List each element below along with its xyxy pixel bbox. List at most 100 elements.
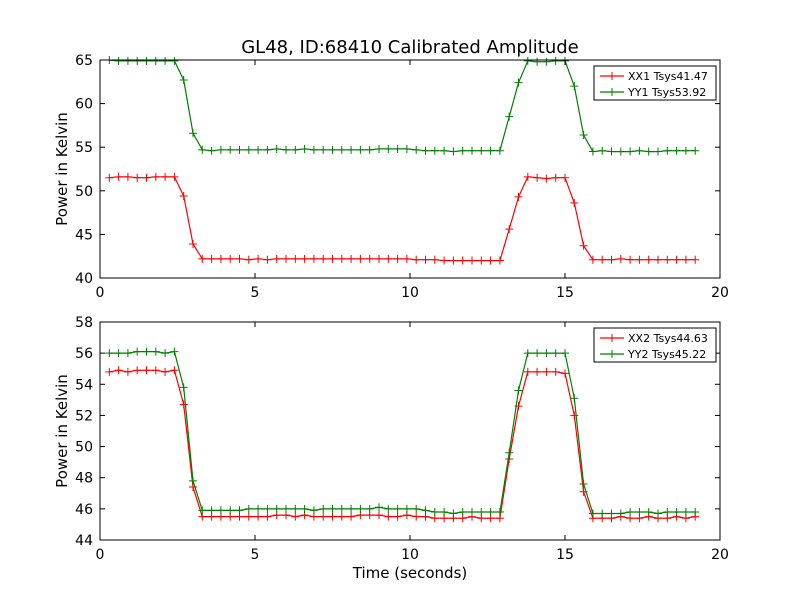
top-series-0-point (449, 256, 458, 265)
top-series-1-point (626, 147, 635, 156)
top-series-1-point (254, 145, 263, 154)
bottom-series-0-point (179, 400, 188, 409)
top-series-1-point (384, 144, 393, 153)
top-series-0-point (477, 256, 486, 265)
top-series-1-point (328, 145, 337, 154)
bottom-y-tick-label: 58 (75, 315, 93, 331)
bottom-series-0-point (105, 367, 114, 376)
top-series-1-point (402, 144, 411, 153)
top-series-1-point (421, 146, 430, 155)
top-series-0-point (458, 256, 467, 265)
top-series-0-point (393, 254, 402, 263)
top-y-axis-label: Power in Kelvin (53, 112, 71, 226)
top-series-0-point (179, 192, 188, 201)
bottom-series-0-point (170, 366, 179, 375)
top-series-0-point (375, 254, 383, 263)
bottom-x-tick-label: 10 (401, 547, 419, 563)
top-series-0-point (244, 255, 253, 264)
bottom-series-1-point (505, 448, 514, 457)
top-series-1-point (142, 56, 151, 65)
top-series-1-point (477, 146, 486, 155)
bottom-series-1-point (533, 349, 542, 358)
top-series-1-point (449, 147, 458, 156)
top-series-1-point (198, 145, 207, 154)
figure-title: GL48, ID:68410 Calibrated Amplitude (241, 37, 579, 58)
bottom-series-1-point (570, 394, 579, 403)
top-series-0-point (365, 254, 374, 263)
top-series-1-point (440, 146, 449, 155)
bottom-series-0-point (337, 512, 346, 521)
bottom-series-1-point (282, 504, 290, 513)
bottom-series-1-point (179, 383, 188, 392)
bottom-series-1-point (626, 507, 635, 516)
top-series-1-point (458, 146, 467, 155)
bottom-series-1-point (133, 347, 142, 356)
top-series-1-point (588, 147, 597, 156)
top-legend-label: YY1 Tsys53.92 (627, 86, 706, 99)
bottom-series-0-point (570, 411, 579, 420)
bottom-series-1-point (216, 506, 225, 515)
bottom-series-1-point (551, 349, 560, 358)
bottom-series-0-point (151, 366, 160, 375)
top-series-1-point (123, 56, 132, 65)
bottom-series-1-point (458, 507, 467, 516)
top-series-0-point (412, 255, 421, 264)
bottom-series-0-point (375, 511, 383, 520)
bottom-series-0-point (161, 367, 170, 376)
bottom-series-0-point (142, 366, 151, 375)
top-series-0-point (644, 255, 653, 264)
bottom-series-1-point (263, 504, 272, 513)
top-series-1-point (691, 146, 700, 155)
top-series-0-point (319, 254, 328, 263)
bottom-y-tick-label: 46 (75, 502, 93, 518)
top-series-0-point (198, 254, 207, 263)
top-series-1-point (216, 145, 225, 154)
top-y-tick-label: 45 (75, 227, 93, 243)
bottom-series-0-point (551, 367, 560, 376)
top-series-1-point (579, 130, 588, 139)
bottom-series-1-point (514, 386, 523, 395)
top-series-0-point (384, 254, 393, 263)
top-series-0-point (533, 173, 542, 182)
bottom-series-1-point (588, 509, 597, 518)
bottom-series-1-line (109, 350, 696, 515)
bottom-series-1-point (319, 504, 328, 513)
top-y-tick-label: 60 (75, 97, 93, 113)
top-series-0-line (109, 176, 696, 262)
top-series-0-point (691, 255, 700, 264)
top-series-1-point (179, 76, 188, 85)
bottom-series-1-point (691, 507, 700, 516)
bottom-series-1-point (151, 347, 160, 356)
bottom-series-1-point (412, 504, 421, 513)
top-series-1-point (347, 145, 356, 154)
top-series-0-point (207, 254, 216, 263)
bottom-x-tick-label: 20 (711, 547, 729, 563)
bottom-series-1-point (486, 507, 495, 516)
top-series-1-point (598, 146, 607, 155)
bottom-series-1-point (123, 349, 132, 358)
top-legend-marker (608, 72, 616, 80)
top-series-0-point (495, 256, 504, 265)
bottom-series-0-point (347, 512, 356, 521)
bottom-series-1-point (170, 347, 179, 356)
bottom-series-1-point (300, 504, 309, 513)
top-series-0-point (263, 255, 272, 264)
top-series-1-point (514, 78, 523, 87)
bottom-series-0-point (244, 512, 253, 521)
top-series-0-point (105, 173, 114, 182)
top-series-0-point (486, 256, 495, 265)
top-series-0-point (123, 172, 132, 181)
top-series-0-point (616, 254, 625, 263)
bottom-series-1-point (468, 507, 476, 516)
top-series-0-point (588, 255, 597, 264)
bottom-y-tick-label: 56 (75, 346, 93, 362)
bottom-y-tick-label: 54 (75, 377, 93, 393)
top-series-0-point (300, 254, 309, 263)
top-series-1-point (542, 57, 551, 66)
bottom-series-1-point (105, 349, 114, 358)
bottom-series-1-point (309, 506, 318, 515)
bottom-series-0-point (384, 512, 393, 521)
top-series-1-line (109, 59, 696, 153)
bottom-series-1-point (616, 509, 625, 518)
